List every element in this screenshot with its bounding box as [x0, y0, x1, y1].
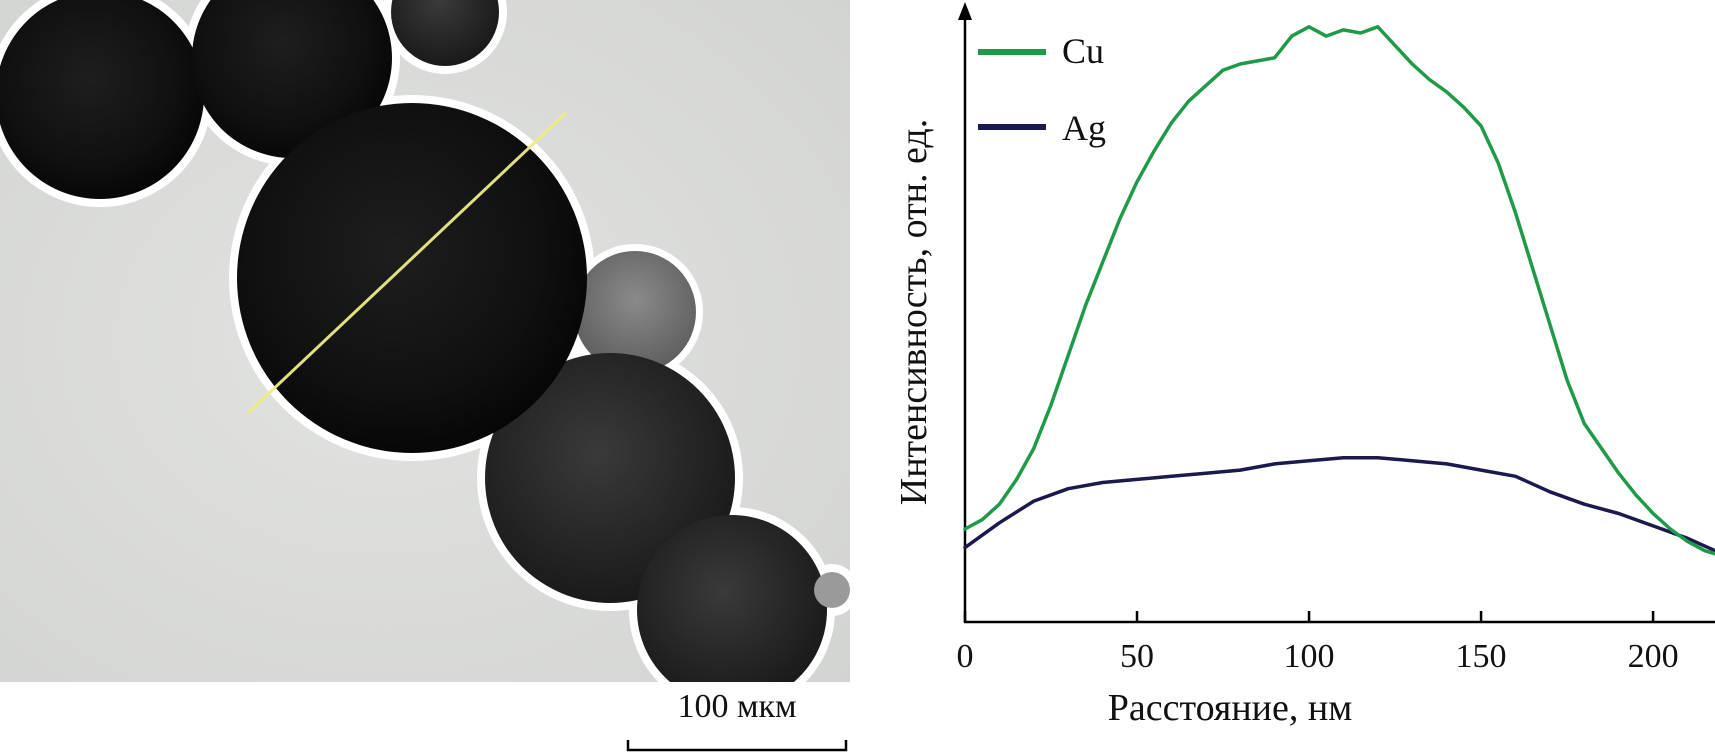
legend-item-ag: Ag [978, 108, 1106, 148]
series-line-ag [963, 455, 1715, 553]
x-tick-label: 100 [1284, 638, 1335, 675]
legend-item-cu: Cu [978, 31, 1104, 71]
series-line-cu [963, 25, 1715, 556]
particle [814, 572, 850, 608]
x-tick-label: 0 [957, 638, 974, 675]
scan-line [246, 111, 568, 415]
particle [391, 0, 499, 66]
y-axis-arrow [958, 2, 972, 20]
particle [0, 0, 204, 199]
legend-label-ag: Ag [1062, 108, 1106, 148]
particle [574, 251, 696, 373]
y-axis-label: Интенсивность, отн. ед. [893, 119, 935, 505]
x-axis-label: Расстояние, нм [1108, 687, 1353, 729]
legend: Cu Ag [978, 31, 1106, 148]
micrograph-image [0, 0, 850, 682]
x-tick-label: 200 [1628, 638, 1679, 675]
scale-bar-line [626, 740, 848, 752]
chart: 0 50 100 150 200 Расстояние, нм Интенсивност… [893, 2, 1715, 729]
scale-bar: 100 мкм [626, 688, 848, 752]
x-tick-label: 50 [1120, 638, 1154, 675]
particle [637, 515, 827, 682]
x-tick-label: 150 [1456, 638, 1507, 675]
scale-bar-label: 100 мкм [677, 688, 796, 725]
series-lines [963, 25, 1715, 556]
legend-label-cu: Cu [1062, 31, 1104, 71]
x-ticks: 0 50 100 150 200 [957, 611, 1679, 675]
particle-main [237, 103, 587, 453]
chart-axes [958, 2, 1715, 624]
